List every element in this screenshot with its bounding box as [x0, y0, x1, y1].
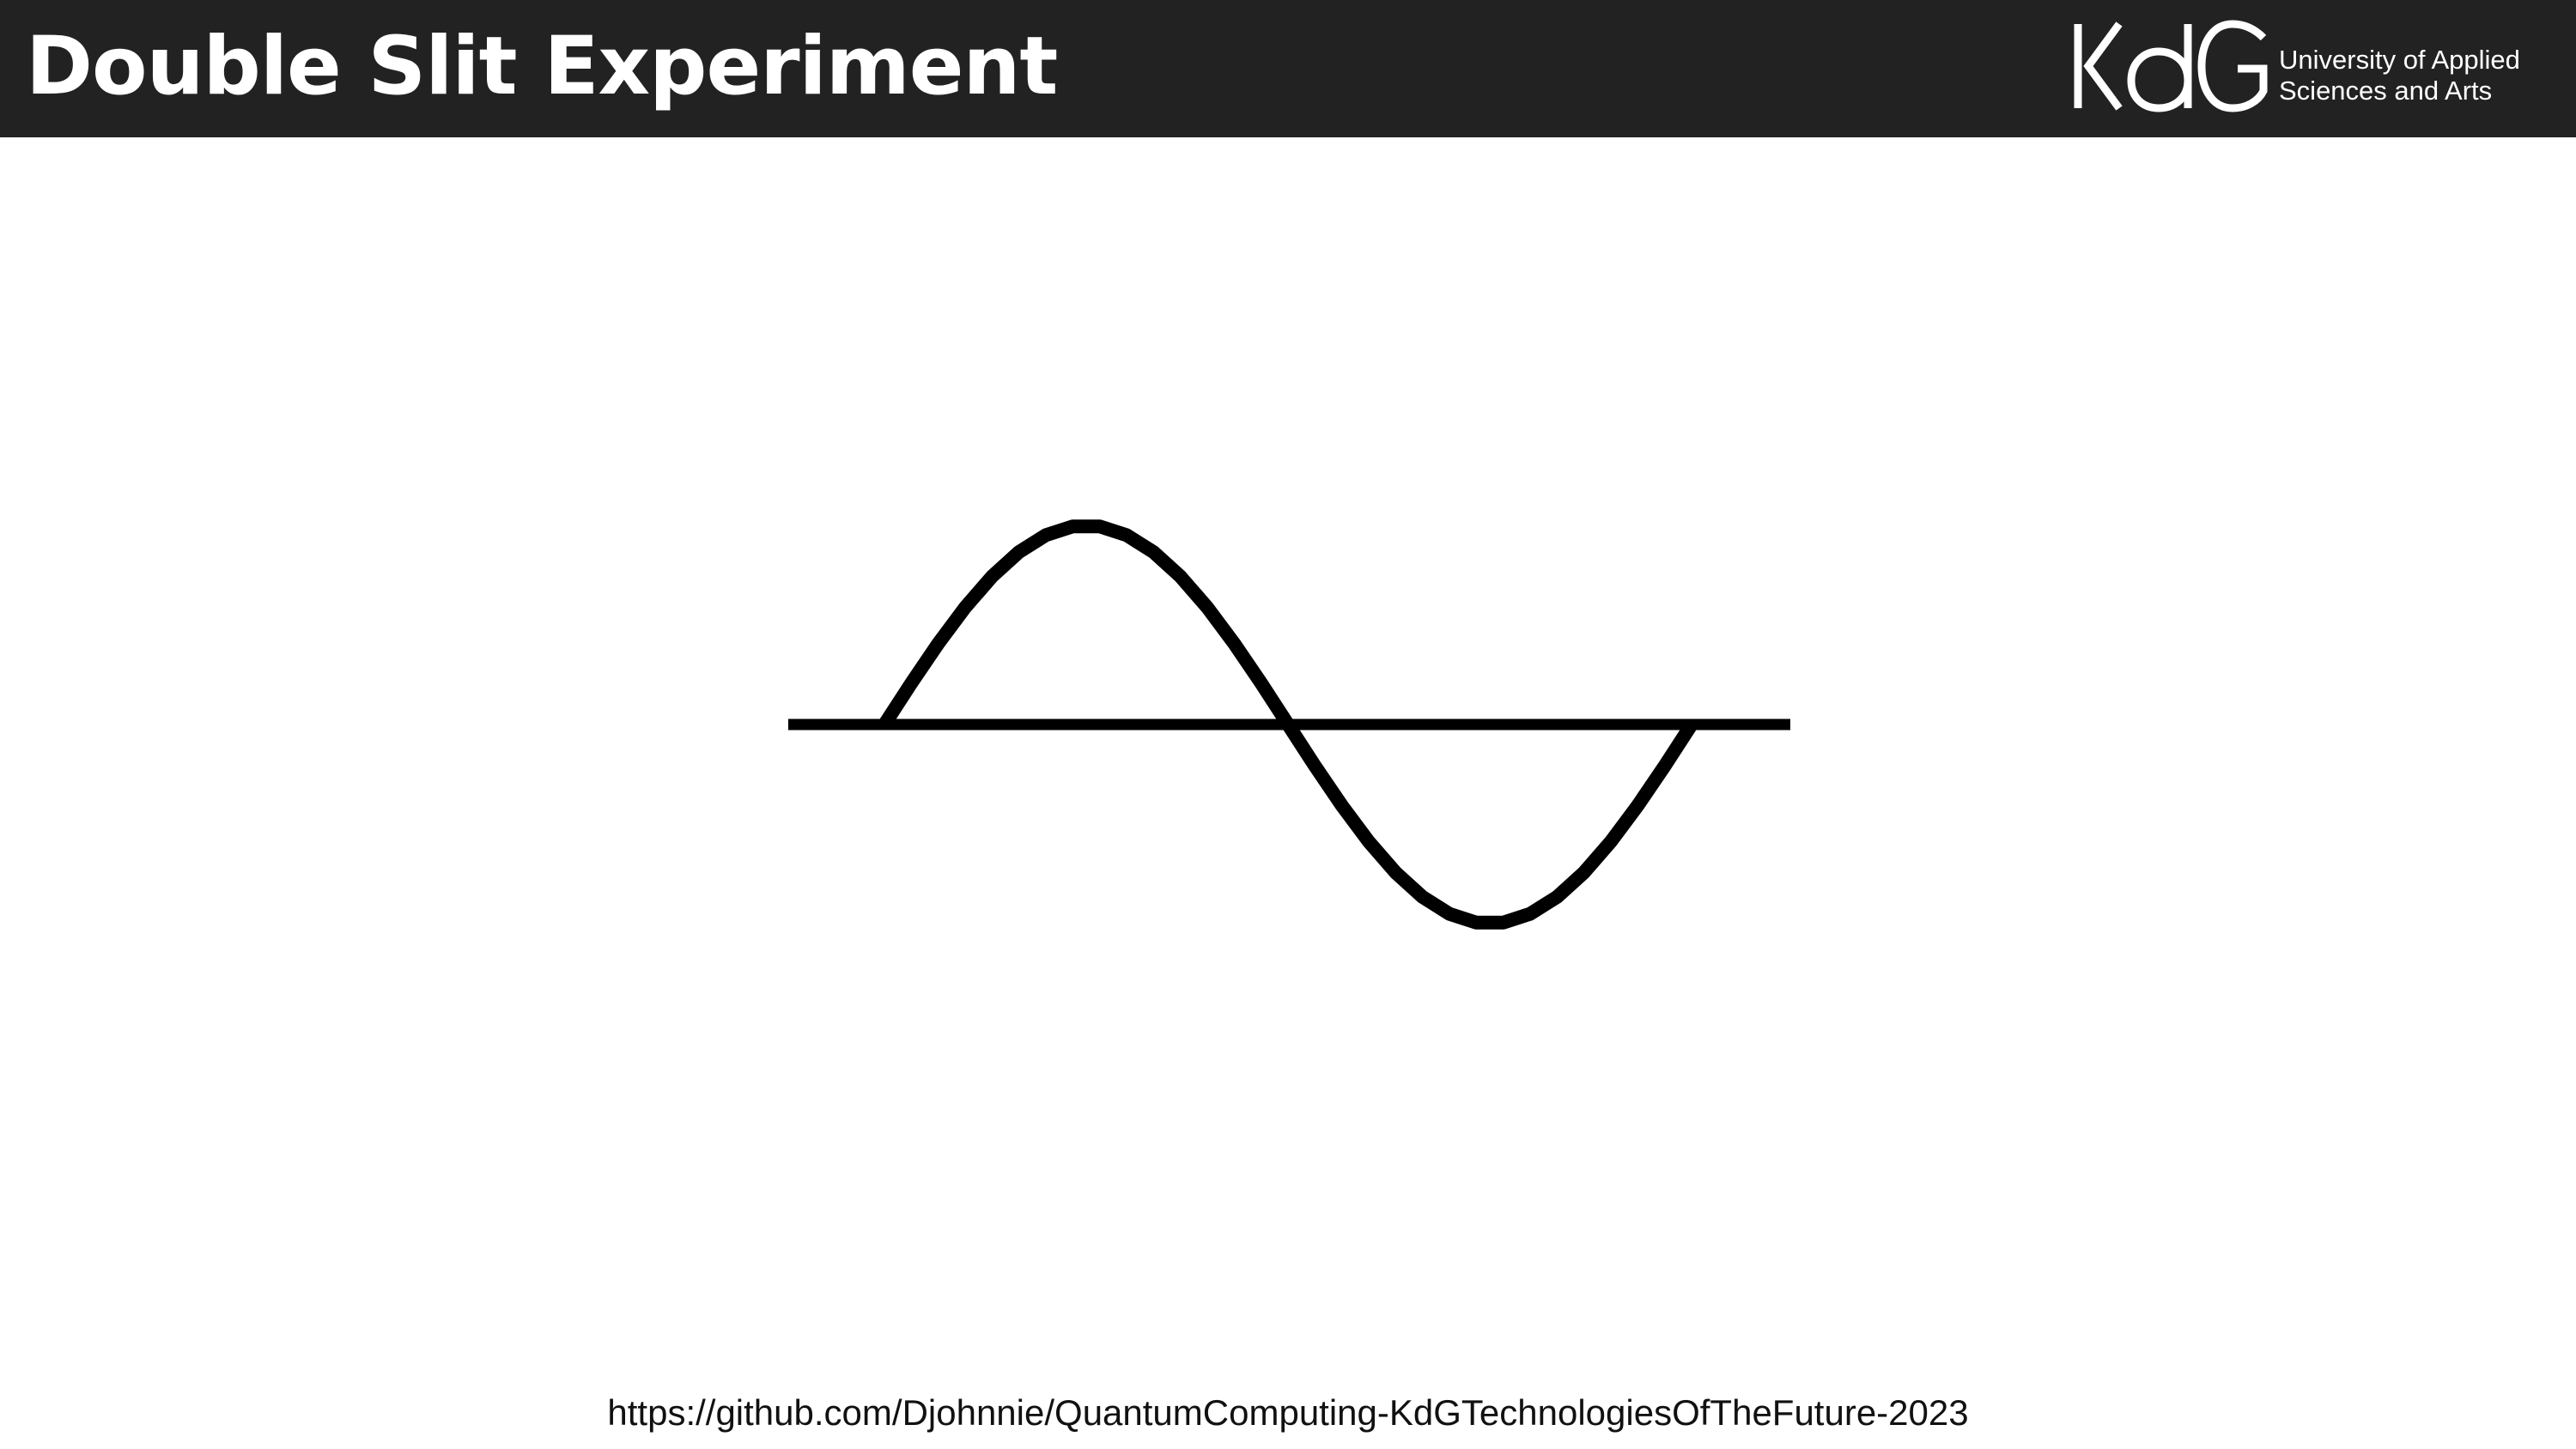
kdg-logo-mark-icon	[2074, 20, 2268, 112]
logo-text: University of Applied Sciences and Arts	[2279, 45, 2559, 106]
wave-curve	[878, 519, 1698, 930]
sine-wave-icon	[788, 519, 1790, 930]
kdg-logo: KdG University of Applied Sciences and A…	[2069, 19, 2559, 115]
logo-line-2: Sciences and Arts	[2279, 76, 2493, 106]
header-bar: Double Slit Experiment KdG University of…	[0, 0, 2576, 137]
slide-title: Double Slit Experiment	[26, 20, 1058, 113]
source-url-link[interactable]: https://github.com/Djohnnie/QuantumCompu…	[607, 1392, 1969, 1433]
logo-line-1: University of Applied	[2279, 45, 2520, 75]
